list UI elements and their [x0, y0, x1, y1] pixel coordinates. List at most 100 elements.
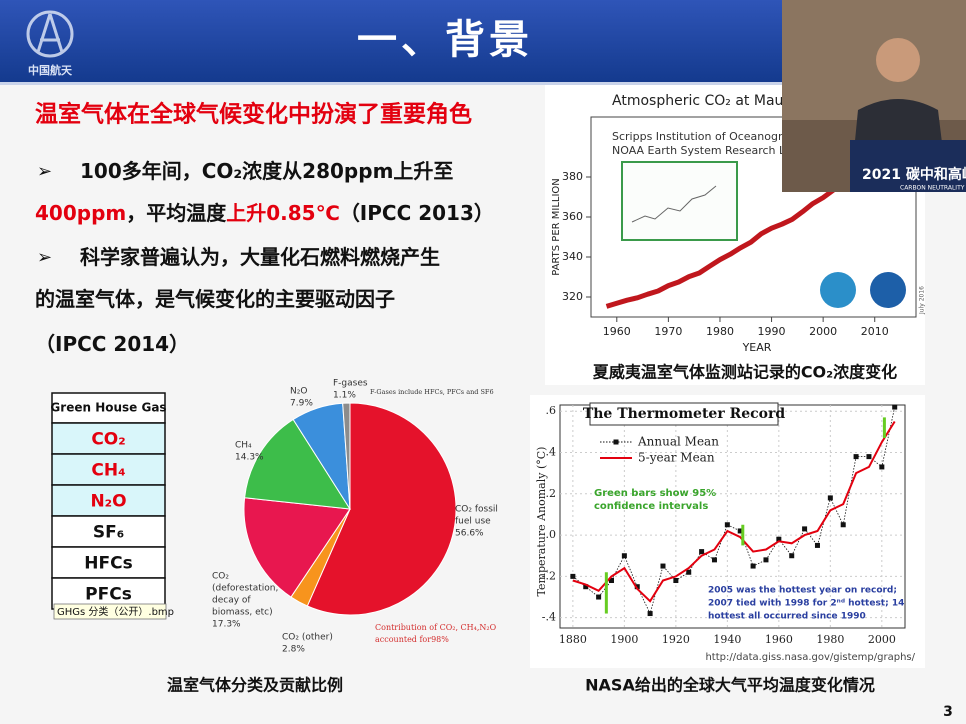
gas-name: PFCs	[85, 585, 132, 605]
slice-value: 2.8%	[282, 645, 305, 655]
table-cell	[51, 546, 166, 579]
video-wall	[782, 0, 966, 120]
x-tick-label: 1990	[758, 325, 786, 338]
y-tick-label: .0	[546, 528, 557, 541]
x-tick-label: 1880	[559, 633, 587, 646]
header-rule	[0, 82, 966, 85]
x-tick-label: 2010	[861, 325, 889, 338]
data-point	[699, 549, 705, 555]
table-header-cell	[51, 392, 166, 424]
chart-title: The Thermometer Record	[583, 406, 786, 422]
bullet-line: 100多年间，CO₂浓度从280ppm上升至	[80, 159, 453, 183]
data-point	[853, 454, 859, 460]
inset-graphic	[631, 185, 717, 223]
y-tick-label: 320	[562, 290, 583, 303]
slice-label: CO₂ (other)	[282, 633, 333, 643]
data-point	[763, 557, 769, 563]
video-banner: 2021 碳中和高峰	[862, 166, 966, 183]
x-tick-label: 1980	[706, 325, 734, 338]
data-point	[673, 578, 679, 584]
pie-slice	[306, 402, 457, 616]
gas-name: N₂O	[90, 492, 126, 512]
content: ➢ 100多年间，CO₂浓度从280ppm上升至 400ppm，平均温度上升0.85…	[35, 0, 966, 720]
x-tick-label: 2000	[868, 633, 896, 646]
y-tick-label: 340	[562, 250, 583, 263]
gas-name: CO₂	[91, 430, 125, 450]
data-point	[892, 404, 898, 410]
slice-label: CO₂	[212, 572, 229, 582]
speaker-head	[876, 38, 920, 82]
slice-value: 17.3%	[212, 620, 241, 630]
data-point	[711, 557, 717, 563]
x-tick-label: 2000	[809, 325, 837, 338]
text-run: 科学家普遍认为，大量化石燃料燃烧产生	[80, 245, 440, 269]
x-tick-label: 1920	[662, 633, 690, 646]
x-tick-label: 1900	[610, 633, 638, 646]
text-run: 100多年间，CO₂浓度从280ppm上升至	[80, 159, 453, 183]
data-point	[750, 563, 756, 569]
y-tick-label: 360	[562, 210, 583, 223]
gas-name: HFCs	[84, 554, 132, 574]
x-tick-label: 1980	[816, 633, 844, 646]
x-tick-label: 1970	[654, 325, 682, 338]
slice-label: CH₄	[235, 441, 252, 451]
logo-noaa	[870, 272, 906, 308]
data-point	[596, 594, 602, 600]
data-point	[879, 464, 885, 470]
y-tick-label: .4	[546, 445, 557, 458]
data-point	[608, 578, 614, 584]
table-cell	[51, 484, 166, 517]
pie-slice	[342, 402, 351, 510]
bullet-line: 的温室气体，是气候变化的主要驱动因子	[35, 287, 395, 311]
logo	[26, 10, 74, 58]
data-point	[814, 542, 820, 548]
x-tick-label: 1960	[765, 633, 793, 646]
x-tick-label: 1940	[713, 633, 741, 646]
data-point	[583, 584, 589, 590]
annotation: hottest all occurred since 1990	[708, 612, 866, 622]
data-point	[647, 611, 653, 617]
subtitle: 温室气体在全球气候变化中扮演了重要角色	[35, 101, 472, 128]
data-point	[634, 584, 640, 590]
x-axis-label: YEAR	[742, 341, 772, 354]
slice-label: biomass, etc)	[212, 608, 273, 618]
slice-label: N₂O	[290, 387, 307, 397]
annotation: Green bars show 95%	[594, 488, 716, 499]
legend-label: 5-year Mean	[638, 451, 715, 465]
x-tick-label: 1960	[603, 325, 631, 338]
y-tick-label: .2	[546, 487, 557, 500]
bullet-marker: ➢	[37, 247, 52, 268]
data-point	[660, 563, 666, 569]
caption: NASA给出的全球大气平均温度变化情况	[585, 676, 875, 695]
y-tick-label: -.2	[542, 569, 556, 582]
annotation: 2005 was the hottest year on record;	[708, 586, 897, 596]
gas-name: SF₆	[93, 523, 124, 543]
slice-value: 1.1%	[333, 391, 356, 401]
title-box	[589, 402, 779, 426]
y-axis-label: PARTS PER MILLION	[551, 178, 562, 276]
slice-value: 7.9%	[290, 399, 313, 409]
legend-marker	[613, 439, 619, 445]
y-axis-label: Temperature Anomaly (°C)	[535, 447, 548, 597]
date-note: July 2016	[919, 286, 926, 315]
pie-footnote: accounted for98%	[375, 635, 449, 644]
text-run: ，平均温度	[126, 201, 227, 225]
slice-label: decay of	[212, 596, 251, 606]
data-point	[789, 553, 795, 559]
slice-value: 56.6%	[455, 529, 484, 539]
text-run: 400ppm	[35, 201, 126, 225]
data-point	[827, 495, 833, 501]
caption: 夏威夷温室气体监测站记录的CO₂浓度变化	[592, 363, 897, 382]
table-header: Green House Gas	[50, 401, 166, 415]
logo-text: 中国航天	[28, 63, 73, 77]
slice-label: CO₂ fossil	[455, 505, 498, 515]
data-point	[570, 573, 576, 579]
annotation: confidence intervals	[594, 501, 708, 512]
y-tick-label: 380	[562, 170, 583, 183]
text-run: 的温室气体，是气候变化的主要驱动因子	[35, 287, 395, 311]
series-line	[572, 407, 896, 615]
video-banner-en: CARBON NEUTRALITY	[900, 185, 965, 192]
data-point	[737, 528, 743, 534]
